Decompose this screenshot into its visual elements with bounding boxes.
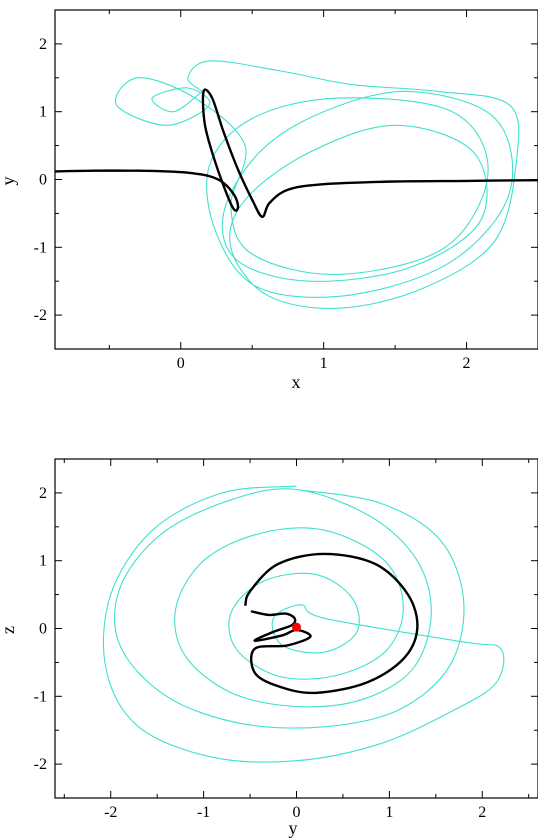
x-axis-title-bottom: y <box>289 818 298 838</box>
x-tick-label-top: 0 <box>177 355 185 372</box>
attractor-series-bottom <box>102 485 505 763</box>
x-tick-label-top: 1 <box>320 355 328 372</box>
x-tick-label-bottom: 1 <box>385 804 393 821</box>
y-tick-label-top: 0 <box>39 172 47 189</box>
y-tick-label-top: -1 <box>34 239 47 256</box>
trajectory-series-bottom <box>244 552 419 695</box>
trajectory-series-top <box>55 88 538 218</box>
chart-top: 0 1 2 -2 -1 0 1 2 x y <box>0 9 538 392</box>
chart-bottom: -2 -1 0 1 2 -2 -1 0 1 2 y z <box>0 458 538 838</box>
y-axis-title-bottom: z <box>0 626 18 634</box>
x-tick-label-top: 2 <box>463 355 471 372</box>
x-axis-title-top: x <box>292 372 301 392</box>
x-tick-label-bottom: 0 <box>293 804 301 821</box>
y-tick-label-top: -2 <box>34 307 47 324</box>
y-tick-label-bottom: 0 <box>39 621 47 638</box>
y-tick-label-bottom: -2 <box>34 756 47 773</box>
ticks-top: 0 1 2 -2 -1 0 1 2 <box>34 9 538 372</box>
attractor-series-top <box>114 60 520 310</box>
y-tick-label-bottom: -1 <box>34 688 47 705</box>
y-tick-label-top: 1 <box>39 104 47 121</box>
x-tick-label-bottom: 2 <box>478 804 486 821</box>
plot-area-bottom <box>102 485 505 763</box>
x-tick-label-bottom: -1 <box>197 804 210 821</box>
fixed-point-marker-bottom <box>292 622 301 632</box>
y-tick-label-bottom: 1 <box>39 553 47 570</box>
ticks-bottom: -2 -1 0 1 2 -2 -1 0 1 2 <box>34 458 538 821</box>
plot-area-top <box>55 60 538 310</box>
axes-frame-top <box>54 9 538 350</box>
x-tick-label-bottom: -2 <box>104 804 117 821</box>
y-axis-title-top: y <box>0 177 18 186</box>
y-tick-label-top: 2 <box>39 36 47 53</box>
y-tick-label-bottom: 2 <box>39 485 47 502</box>
